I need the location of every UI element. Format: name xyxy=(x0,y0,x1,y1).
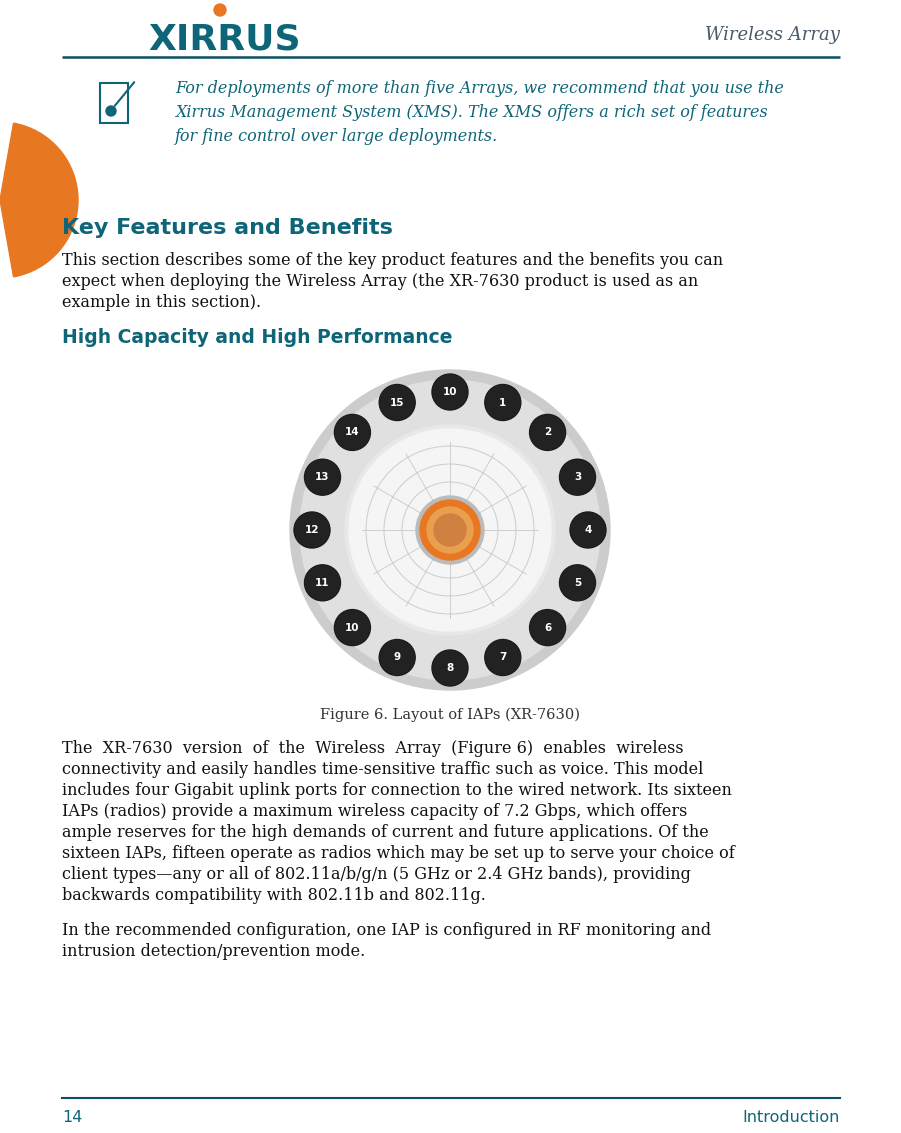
Circle shape xyxy=(433,651,467,685)
Text: 11: 11 xyxy=(315,578,330,588)
Circle shape xyxy=(334,415,370,451)
Text: 14: 14 xyxy=(62,1110,82,1125)
Circle shape xyxy=(305,565,341,600)
FancyBboxPatch shape xyxy=(100,83,128,123)
Text: ample reserves for the high demands of current and future applications. Of the: ample reserves for the high demands of c… xyxy=(62,824,709,841)
Text: 13: 13 xyxy=(315,472,330,483)
Text: 5: 5 xyxy=(574,578,581,588)
Circle shape xyxy=(305,460,340,494)
Circle shape xyxy=(294,512,330,548)
Text: 6: 6 xyxy=(544,622,551,632)
Circle shape xyxy=(434,514,466,546)
Text: intrusion detection/prevention mode.: intrusion detection/prevention mode. xyxy=(62,943,365,960)
Text: 4: 4 xyxy=(585,525,592,535)
Circle shape xyxy=(432,650,468,685)
Circle shape xyxy=(305,459,341,495)
Text: 8: 8 xyxy=(446,663,453,673)
Circle shape xyxy=(560,565,595,599)
Text: for fine control over large deployments.: for fine control over large deployments. xyxy=(175,128,498,145)
Circle shape xyxy=(379,639,415,675)
Circle shape xyxy=(380,385,414,419)
Wedge shape xyxy=(0,123,78,276)
Circle shape xyxy=(560,459,596,495)
Text: High Capacity and High Performance: High Capacity and High Performance xyxy=(62,327,452,347)
Circle shape xyxy=(335,611,369,645)
Text: Wireless Array: Wireless Array xyxy=(705,26,840,44)
Circle shape xyxy=(380,640,414,674)
Circle shape xyxy=(531,611,565,645)
Circle shape xyxy=(485,639,521,675)
Circle shape xyxy=(486,640,520,674)
Circle shape xyxy=(560,460,595,494)
Circle shape xyxy=(379,384,415,420)
Circle shape xyxy=(485,384,521,420)
Text: Figure 6. Layout of IAPs (XR-7630): Figure 6. Layout of IAPs (XR-7630) xyxy=(320,708,580,723)
Circle shape xyxy=(214,5,226,16)
Text: Xirrus Management System (XMS). The XMS offers a rich set of features: Xirrus Management System (XMS). The XMS … xyxy=(175,104,768,121)
Circle shape xyxy=(530,610,566,646)
Circle shape xyxy=(530,415,566,451)
Circle shape xyxy=(433,375,467,409)
Circle shape xyxy=(432,374,468,410)
Text: example in this section).: example in this section). xyxy=(62,293,261,310)
Circle shape xyxy=(427,506,473,553)
Circle shape xyxy=(290,370,610,690)
Text: 7: 7 xyxy=(499,653,506,663)
Text: client types—any or all of 802.11a/b/g/n (5 GHz or 2.4 GHz bands), providing: client types—any or all of 802.11a/b/g/n… xyxy=(62,866,691,883)
Text: 14: 14 xyxy=(345,427,359,437)
Text: 9: 9 xyxy=(394,653,401,663)
Text: 12: 12 xyxy=(305,525,319,535)
Text: In the recommended configuration, one IAP is configured in RF monitoring and: In the recommended configuration, one IA… xyxy=(62,922,711,939)
Text: 10: 10 xyxy=(442,387,457,397)
Text: 10: 10 xyxy=(345,622,359,632)
Text: This section describes some of the key product features and the benefits you can: This section describes some of the key p… xyxy=(62,252,724,269)
Text: expect when deploying the Wireless Array (the XR-7630 product is used as an: expect when deploying the Wireless Array… xyxy=(62,273,698,290)
Circle shape xyxy=(295,513,329,547)
Text: connectivity and easily handles time-sensitive traffic such as voice. This model: connectivity and easily handles time-sen… xyxy=(62,761,704,778)
Circle shape xyxy=(486,385,520,419)
Text: For deployments of more than five Arrays, we recommend that you use the: For deployments of more than five Arrays… xyxy=(175,80,784,97)
Text: 3: 3 xyxy=(574,472,581,483)
Text: Key Features and Benefits: Key Features and Benefits xyxy=(62,218,393,238)
Circle shape xyxy=(560,565,596,600)
Text: XIRRUS: XIRRUS xyxy=(149,23,301,57)
Text: Introduction: Introduction xyxy=(742,1110,840,1125)
Circle shape xyxy=(305,565,340,599)
Circle shape xyxy=(570,512,606,548)
Circle shape xyxy=(349,429,551,631)
Text: 15: 15 xyxy=(390,398,405,408)
Text: backwards compatibility with 802.11b and 802.11g.: backwards compatibility with 802.11b and… xyxy=(62,887,486,904)
Circle shape xyxy=(300,380,600,680)
Circle shape xyxy=(416,496,484,564)
Circle shape xyxy=(335,416,369,450)
Text: sixteen IAPs, fifteen operate as radios which may be set up to serve your choice: sixteen IAPs, fifteen operate as radios … xyxy=(62,845,734,862)
Circle shape xyxy=(334,610,370,646)
Circle shape xyxy=(420,500,480,560)
Circle shape xyxy=(345,425,555,634)
Text: 1: 1 xyxy=(499,398,506,408)
Circle shape xyxy=(106,107,116,116)
Text: includes four Gigabit uplink ports for connection to the wired network. Its sixt: includes four Gigabit uplink ports for c… xyxy=(62,782,732,799)
Text: The  XR-7630  version  of  the  Wireless  Array  (Figure 6)  enables  wireless: The XR-7630 version of the Wireless Arra… xyxy=(62,740,684,757)
Text: 2: 2 xyxy=(544,427,551,437)
Circle shape xyxy=(531,416,565,450)
Text: IAPs (radios) provide a maximum wireless capacity of 7.2 Gbps, which offers: IAPs (radios) provide a maximum wireless… xyxy=(62,803,687,820)
Circle shape xyxy=(571,513,605,547)
